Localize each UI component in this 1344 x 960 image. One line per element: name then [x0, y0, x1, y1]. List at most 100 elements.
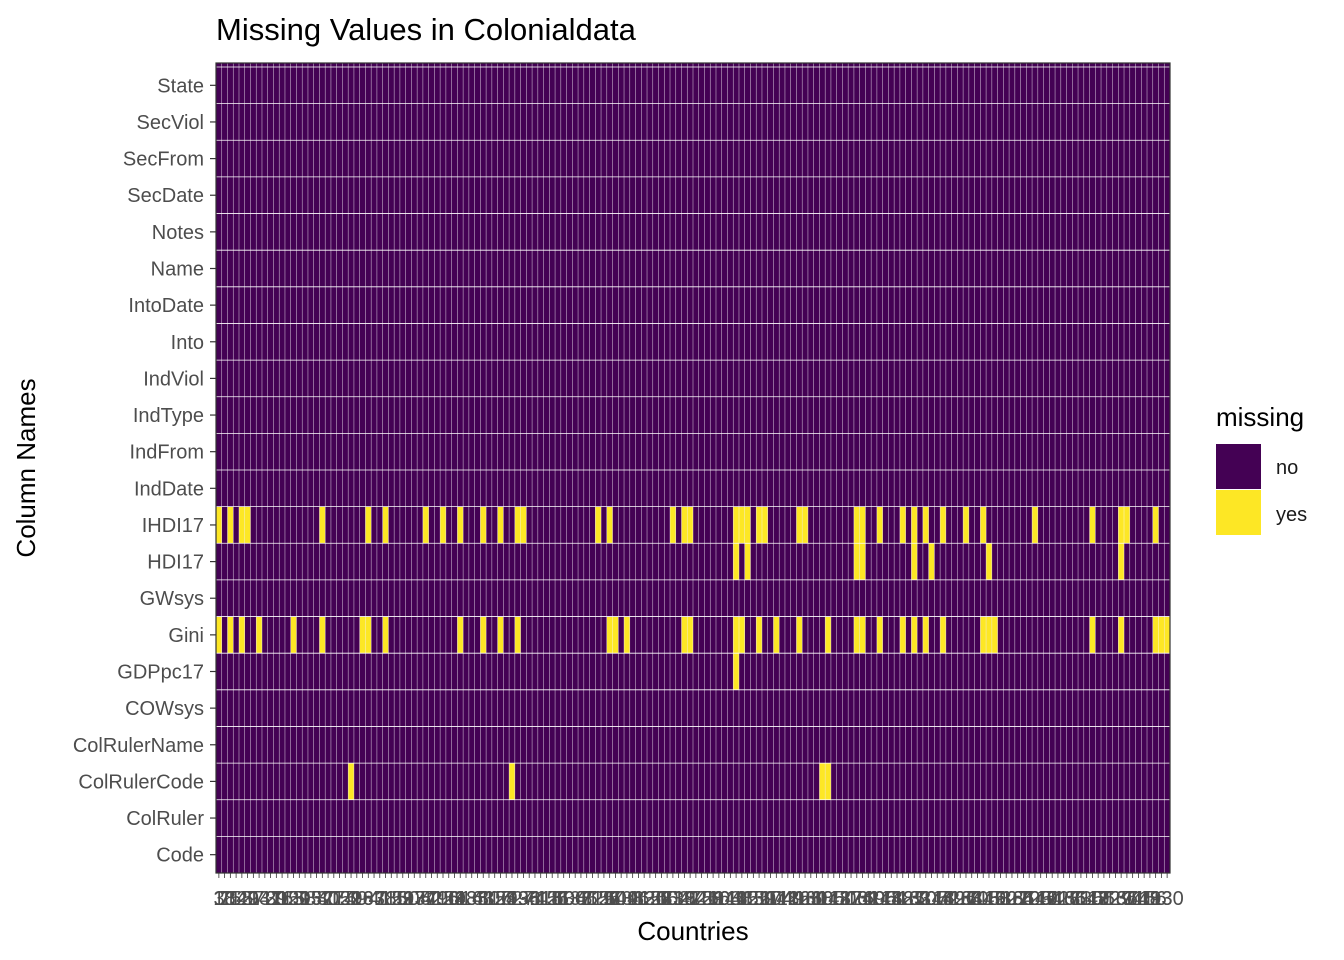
x-axis: 1387511214920579413123976113150215895132…	[213, 873, 1184, 910]
missing-cell	[853, 616, 860, 654]
x-tick-label: 3	[317, 888, 328, 910]
x-tick-label: 11	[726, 888, 747, 910]
x-tick-label: 93	[1150, 888, 1172, 910]
x-tick-label: 130	[1150, 888, 1183, 910]
x-tick-label: 91	[1047, 888, 1069, 910]
x-tick-label: 153	[432, 888, 465, 910]
panel-border	[215, 62, 1171, 874]
x-tick-label: 48	[731, 888, 753, 910]
x-tick-label: 113	[272, 888, 304, 910]
x-tick-label: 125	[892, 888, 925, 910]
x-tick-label: 116	[427, 888, 459, 910]
missing-cell	[457, 506, 464, 544]
x-tick-label: 66	[708, 888, 730, 910]
missing-cell	[480, 616, 487, 654]
missing-cell	[365, 506, 372, 544]
x-tick-label: 71	[966, 888, 988, 910]
x-tick-label: 120	[633, 888, 666, 910]
x-tick-label: 101	[604, 888, 637, 910]
missing-cell	[733, 616, 739, 654]
x-tick-label: 143	[869, 888, 902, 910]
x-axis-title: Countries	[637, 916, 748, 946]
missing-cell	[290, 616, 297, 654]
x-tick-label: 142	[817, 888, 850, 910]
missing-cell	[216, 616, 222, 654]
y-tick-label: Into	[171, 332, 204, 354]
legend-title: missing	[1216, 402, 1304, 432]
x-tick-label: 162	[898, 888, 931, 910]
x-tick-label: 103	[708, 888, 741, 910]
missing-cell	[738, 616, 745, 654]
missing-cell	[606, 616, 613, 654]
x-tick-label: 37	[1116, 888, 1138, 910]
missing-cell	[1158, 616, 1165, 654]
missing-cell	[940, 506, 946, 544]
x-tick-label: 100	[553, 888, 586, 910]
missing-cell	[744, 543, 751, 580]
x-tick-label: 124	[840, 888, 873, 910]
x-tick-label: 104	[760, 888, 793, 910]
x-tick-label: 20	[236, 888, 258, 910]
x-tick-label: 137	[558, 888, 591, 910]
x-tick-label: 69	[863, 888, 885, 910]
missing-cell	[1164, 616, 1170, 654]
x-tick-label: 128	[1047, 888, 1080, 910]
x-tick-label: 36	[1064, 888, 1086, 910]
x-tick-label: 157	[639, 888, 672, 910]
missing-cell	[796, 616, 803, 654]
x-tick-label: 62	[501, 888, 523, 910]
x-tick-label: 27	[599, 888, 621, 910]
x-tick-label: 68	[811, 888, 833, 910]
x-tick-label: 50	[834, 888, 856, 910]
x-tick-label: 14	[880, 888, 902, 910]
x-tick-label: 154	[484, 888, 517, 910]
missing-cell	[238, 506, 245, 544]
missing-cell	[733, 506, 739, 544]
missing-cell	[859, 543, 866, 580]
missing-cell	[359, 616, 366, 654]
missing-cell	[876, 616, 883, 654]
missing-cell	[991, 616, 998, 654]
missing-cell	[773, 616, 780, 654]
x-tick-label: 59	[346, 888, 368, 910]
x-tick-label: 127	[995, 888, 1028, 910]
missing-cell	[382, 616, 389, 654]
missing-cell	[227, 506, 234, 544]
x-tick-label: 77	[323, 888, 345, 910]
missing-cell	[1152, 506, 1159, 544]
x-tick-label: 46	[627, 888, 649, 910]
x-tick-label: 44	[524, 888, 546, 910]
x-tick-label: 151	[329, 888, 362, 910]
x-tick-label: 60	[397, 888, 419, 910]
missing-cell	[963, 506, 969, 544]
x-tick-label: 89	[943, 888, 965, 910]
x-tick-label: 161	[846, 888, 879, 910]
x-tick-label: 84	[685, 888, 707, 910]
x-tick-label: 70	[915, 888, 937, 910]
missing-cell	[819, 763, 826, 800]
x-tick-label: 30	[754, 888, 776, 910]
x-tick-label: 53	[989, 888, 1011, 910]
missing-cell	[922, 506, 929, 544]
x-tick-label: 13	[828, 888, 850, 910]
x-tick-label: 114	[324, 888, 356, 910]
y-tick-label: ColRulerCode	[78, 771, 204, 793]
x-tick-label: 106	[863, 888, 896, 910]
missing-cell	[681, 616, 688, 654]
x-tick-label: 81	[530, 888, 552, 910]
y-tick-label: IndDate	[134, 478, 204, 500]
x-tick-label: 99	[507, 888, 529, 910]
x-tick-label: 31	[805, 888, 827, 910]
missing-cell	[509, 763, 515, 800]
x-tick-label: 80	[478, 888, 500, 910]
x-tick-label: 51	[886, 888, 908, 910]
missing-cell	[733, 543, 739, 580]
x-tick-label: 117	[479, 888, 511, 910]
y-tick-label: IndFrom	[130, 442, 204, 464]
x-tick-label: 87	[840, 888, 862, 910]
missing-cell	[911, 616, 918, 654]
x-tick-label: 148	[1127, 888, 1160, 910]
x-tick-label: 58	[294, 888, 316, 910]
x-tick-label: 25	[495, 888, 517, 910]
x-tick-label: 33	[909, 888, 931, 910]
